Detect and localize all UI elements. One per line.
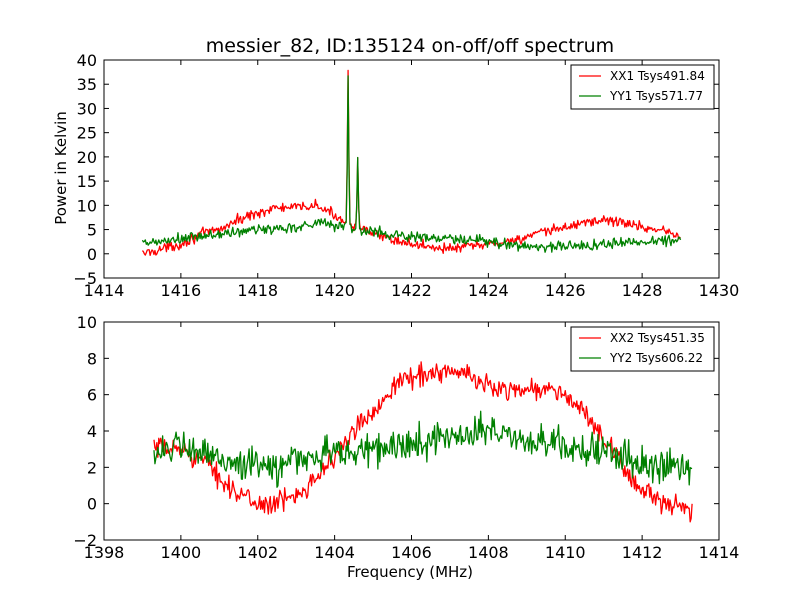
y-tick-label: 10 bbox=[77, 313, 97, 332]
y-tick-label: 4 bbox=[87, 422, 97, 441]
x-tick-label: 1410 bbox=[545, 543, 586, 562]
series-line-yy1 bbox=[141, 75, 682, 253]
x-tick-label: 1430 bbox=[699, 281, 740, 300]
x-tick-label: 1424 bbox=[468, 281, 509, 300]
x-tick-label: 1414 bbox=[84, 281, 125, 300]
x-tick-label: 1416 bbox=[161, 281, 202, 300]
x-tick-label: 1412 bbox=[622, 543, 663, 562]
y-tick-label: 30 bbox=[77, 99, 97, 118]
x-axis-label: Frequency (MHz) bbox=[347, 563, 473, 581]
y-tick-label: 8 bbox=[87, 349, 97, 368]
series-line-xx1 bbox=[141, 69, 681, 257]
chart-title: messier_82, ID:135124 on-off/off spectru… bbox=[206, 35, 614, 57]
x-tick-label: 1426 bbox=[545, 281, 586, 300]
y-tick-label: −5 bbox=[73, 269, 97, 288]
legend: XX1 Tsys491.84 YY1 Tsys571.77 bbox=[570, 64, 715, 110]
x-tick-label: 1398 bbox=[84, 543, 125, 562]
legend-box bbox=[570, 64, 715, 110]
bottom-chart: Frequency (MHz) 1398 1400 1402 1404 1406 1408… bbox=[73, 313, 739, 581]
x-tick-label: 1418 bbox=[237, 281, 278, 300]
top-chart: messier_82, ID:135124 on-off/off spectru… bbox=[52, 35, 739, 300]
x-tick-label: 1420 bbox=[314, 281, 355, 300]
x-tick-label: 1406 bbox=[391, 543, 432, 562]
series-line-yy2 bbox=[153, 410, 693, 488]
y-tick-label: −2 bbox=[73, 531, 97, 550]
y-tick-label: 2 bbox=[87, 458, 97, 477]
legend: XX2 Tsys451.35 YY2 Tsys606.22 bbox=[570, 326, 715, 372]
y-tick-label: 15 bbox=[77, 172, 97, 191]
y-tick-label: 40 bbox=[77, 51, 97, 70]
x-tick-label: 1400 bbox=[161, 543, 202, 562]
legend-entry: XX2 Tsys451.35 bbox=[610, 331, 705, 345]
y-tick-label: 0 bbox=[87, 495, 97, 514]
y-tick-label: 20 bbox=[77, 148, 97, 167]
x-tick-label: 1402 bbox=[237, 543, 278, 562]
legend-entry: YY2 Tsys606.22 bbox=[609, 351, 703, 365]
y-tick-label: 10 bbox=[77, 196, 97, 215]
legend-entry: XX1 Tsys491.84 bbox=[610, 69, 705, 83]
x-tick-label: 1404 bbox=[314, 543, 355, 562]
y-tick-label: 0 bbox=[87, 245, 97, 264]
x-tick-label: 1414 bbox=[699, 543, 740, 562]
x-tick-label: 1408 bbox=[468, 543, 509, 562]
y-tick-label: 25 bbox=[77, 124, 97, 143]
legend-box bbox=[570, 326, 715, 372]
legend-entry: YY1 Tsys571.77 bbox=[609, 89, 703, 103]
y-tick-label: 6 bbox=[87, 386, 97, 405]
y-tick-label: 5 bbox=[87, 221, 97, 240]
y-axis-label: Power in Kelvin bbox=[52, 111, 70, 225]
x-tick-label: 1428 bbox=[622, 281, 663, 300]
y-tick-label: 35 bbox=[77, 75, 97, 94]
x-tick-label: 1422 bbox=[391, 281, 432, 300]
